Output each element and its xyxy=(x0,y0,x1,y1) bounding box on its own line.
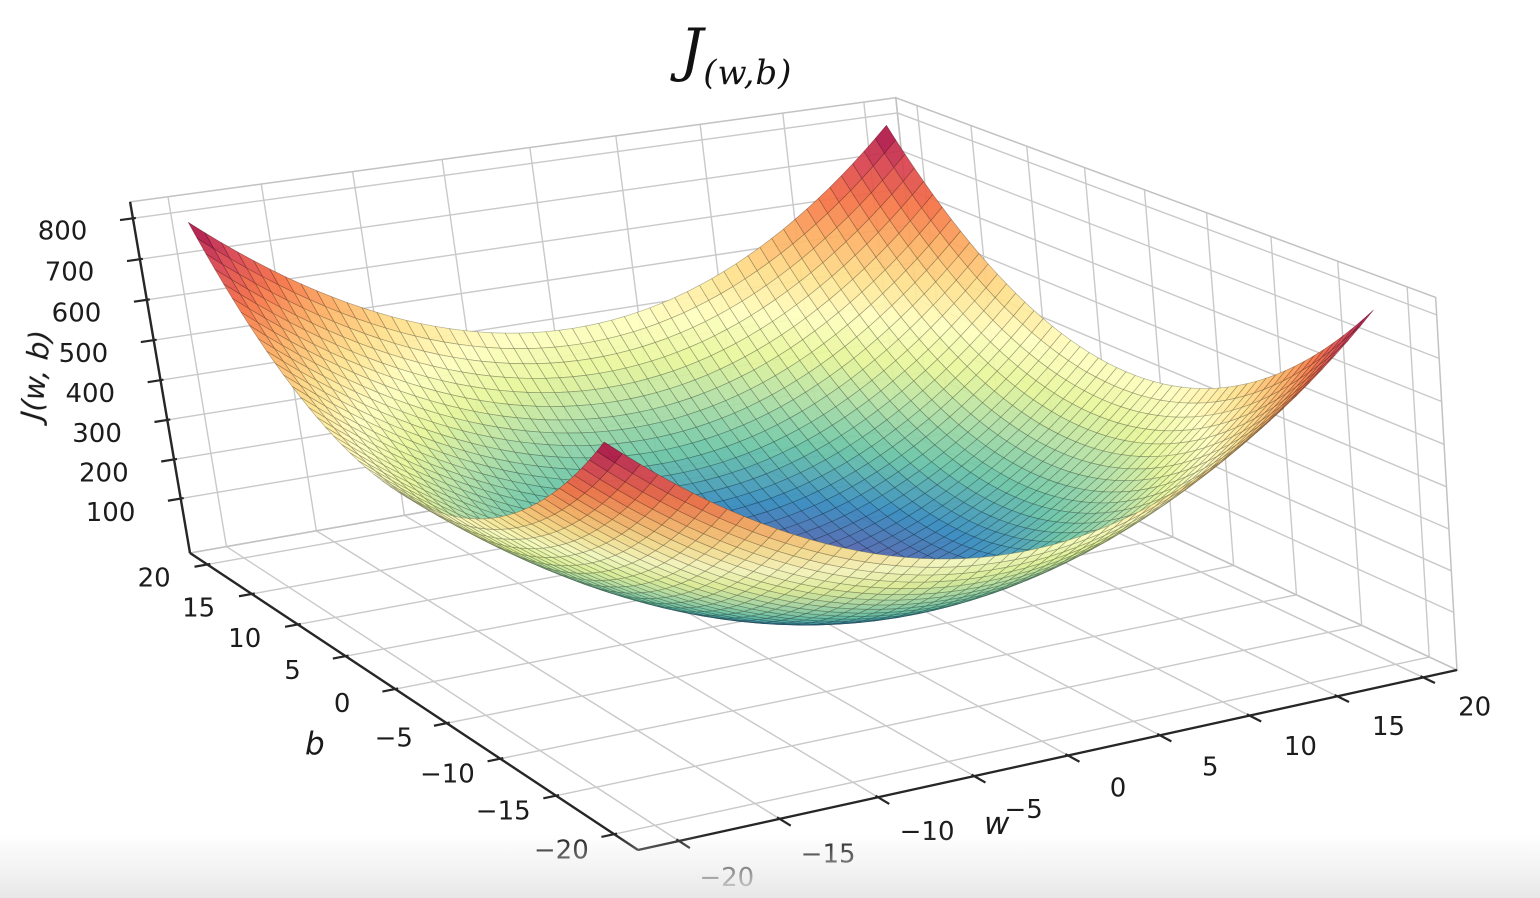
plot-title-main: J xyxy=(680,16,704,84)
plot-title-subscript: (w,b) xyxy=(703,53,793,93)
axis-label-w: w xyxy=(984,806,1010,842)
axis-label-b: b xyxy=(305,726,325,762)
plot-title: J(w,b) xyxy=(680,16,792,93)
